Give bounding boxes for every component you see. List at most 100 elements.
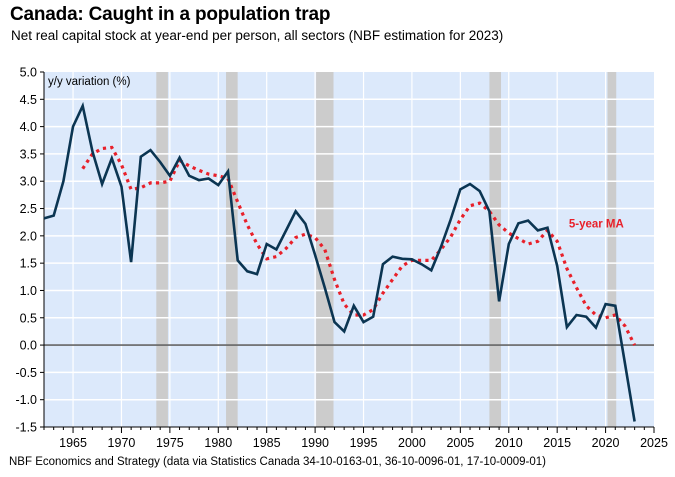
chart-title: Canada: Caught in a population trap <box>10 4 331 25</box>
data-point-main <box>111 157 113 159</box>
data-point-main <box>575 314 577 316</box>
data-point-main <box>546 226 548 228</box>
data-point-ma <box>459 218 461 220</box>
data-point-main <box>556 265 558 267</box>
y-tick-label: 5.0 <box>20 66 37 80</box>
data-point-main <box>498 300 500 302</box>
data-point-ma <box>217 175 219 177</box>
data-point-main <box>614 305 616 307</box>
axes <box>43 72 654 428</box>
x-tick-label: 2015 <box>543 436 571 450</box>
data-point-ma <box>566 267 568 269</box>
data-point-ma <box>604 317 606 319</box>
x-tick-label: 2025 <box>640 436 668 450</box>
data-point-main <box>72 125 74 127</box>
data-point-main <box>527 219 529 221</box>
data-point-main <box>265 243 267 245</box>
data-point-ma <box>391 278 393 280</box>
data-point-ma <box>333 278 335 280</box>
data-point-main <box>362 321 364 323</box>
data-point-main <box>343 330 345 332</box>
x-tick-label: 1990 <box>301 436 329 450</box>
data-point-main <box>188 175 190 177</box>
data-point-main <box>130 261 132 263</box>
y-tick-label: 2.5 <box>20 202 37 216</box>
data-point-main <box>449 218 451 220</box>
data-point-main <box>508 243 510 245</box>
y-tick-label: -0.5 <box>15 366 37 380</box>
recession-band <box>156 72 168 427</box>
data-point-main <box>333 321 335 323</box>
data-point-ma <box>265 258 267 260</box>
data-point-main <box>120 185 122 187</box>
recession-band <box>316 72 334 427</box>
data-point-main <box>198 179 200 181</box>
y-axis-label: y/y variation (%) <box>48 76 131 88</box>
y-tick-label: 0.5 <box>20 311 37 325</box>
data-point-main <box>256 273 258 275</box>
y-tick-label: 3.0 <box>20 175 37 189</box>
x-tick-label: 1970 <box>108 436 136 450</box>
data-point-ma <box>275 255 277 257</box>
data-point-ma <box>508 232 510 234</box>
data-point-main <box>217 184 219 186</box>
data-point-main <box>82 105 84 107</box>
x-tick-label: 2010 <box>495 436 523 450</box>
data-point-main <box>517 222 519 224</box>
data-point-main <box>207 177 209 179</box>
data-point-ma <box>440 248 442 250</box>
y-tick-label: -1.0 <box>15 393 37 407</box>
y-tick-label: 1.0 <box>20 284 37 298</box>
data-point-main <box>401 258 403 260</box>
data-point-main <box>178 157 180 159</box>
data-point-main <box>159 161 161 163</box>
data-point-ma <box>527 243 529 245</box>
data-point-main <box>391 255 393 257</box>
y-tick-label: 4.5 <box>20 93 37 107</box>
data-point-main <box>140 155 142 157</box>
data-point-main <box>459 188 461 190</box>
data-point-ma <box>256 243 258 245</box>
data-point-ma <box>401 265 403 267</box>
data-point-ma <box>295 236 297 238</box>
data-point-ma <box>246 224 248 226</box>
x-tick-label: 1985 <box>253 436 281 450</box>
chart-subtitle: Net real capital stock at year-end per p… <box>11 28 504 43</box>
y-tick-label: 4.0 <box>20 120 37 134</box>
plot-background <box>44 72 654 427</box>
data-point-main <box>324 287 326 289</box>
data-point-main <box>624 362 626 364</box>
data-point-main <box>440 246 442 248</box>
data-point-main <box>295 210 297 212</box>
data-point-ma <box>595 314 597 316</box>
data-point-ma <box>633 344 635 346</box>
data-point-ma <box>624 325 626 327</box>
data-point-main <box>52 214 54 216</box>
y-tick-label: 1.5 <box>20 257 37 271</box>
data-point-main <box>285 229 287 231</box>
data-point-ma <box>140 187 142 189</box>
data-point-ma <box>488 210 490 212</box>
data-point-main <box>91 150 93 152</box>
data-point-main <box>149 149 151 151</box>
data-point-ma <box>82 167 84 169</box>
data-point-main <box>314 254 316 256</box>
data-point-main <box>101 183 103 185</box>
data-point-main <box>275 248 277 250</box>
data-point-ma <box>91 153 93 155</box>
recession-band <box>607 72 617 427</box>
data-point-ma <box>614 314 616 316</box>
data-point-ma <box>430 259 432 261</box>
data-point-ma <box>130 188 132 190</box>
data-point-ma <box>149 182 151 184</box>
x-tick-label: 1975 <box>156 436 184 450</box>
data-point-ma <box>372 308 374 310</box>
data-point-ma <box>101 147 103 149</box>
recession-bands <box>156 72 617 427</box>
data-point-ma <box>236 201 238 203</box>
x-tick-label: 1980 <box>204 436 232 450</box>
data-point-ma <box>362 314 364 316</box>
data-point-main <box>420 263 422 265</box>
data-point-ma <box>120 164 122 166</box>
data-point-ma <box>382 292 384 294</box>
